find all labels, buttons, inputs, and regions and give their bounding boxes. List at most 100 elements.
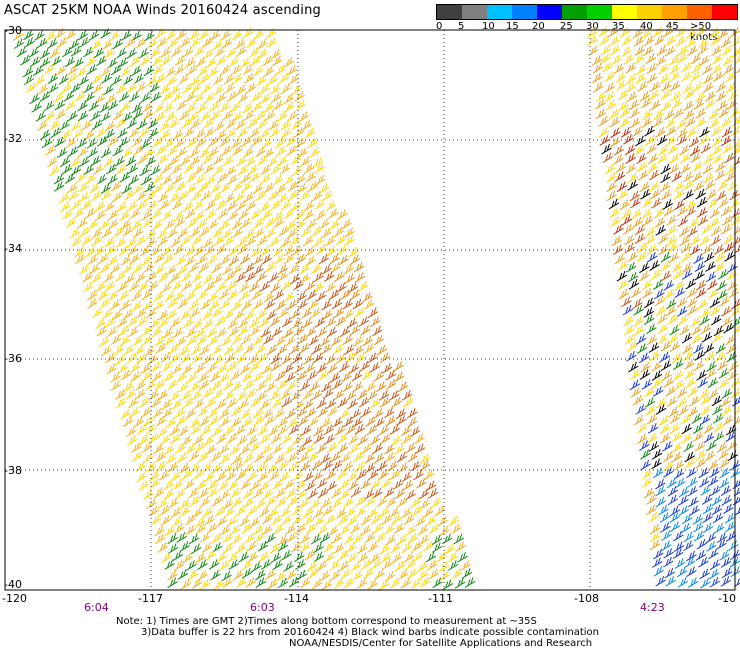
wind-barb — [306, 370, 318, 381]
wind-barb — [658, 244, 669, 256]
wind-barb — [423, 469, 435, 481]
wind-barb — [677, 577, 689, 588]
wind-barb — [219, 525, 231, 536]
wind-barb — [695, 26, 707, 37]
legend-swatch — [437, 5, 462, 19]
wind-barb — [659, 351, 671, 363]
wind-barb — [99, 219, 111, 230]
wind-barb — [163, 488, 175, 500]
wind-barb — [274, 137, 286, 149]
legend-swatch — [687, 5, 712, 19]
wind-barb — [43, 100, 55, 112]
wind-barb — [598, 126, 610, 138]
wind-barb — [409, 426, 421, 438]
wind-barb — [319, 218, 330, 230]
wind-barb — [236, 353, 247, 364]
wind-barb — [635, 73, 646, 85]
wind-barb — [49, 47, 60, 59]
wind-barb — [73, 208, 84, 219]
wind-barb — [176, 29, 187, 40]
wind-barb — [169, 353, 180, 364]
wind-barb — [186, 183, 197, 195]
wind-barb — [126, 237, 137, 248]
wind-barb — [323, 271, 335, 282]
wind-barb — [654, 288, 665, 300]
wind-barb — [349, 523, 361, 534]
wind-barb — [242, 64, 253, 76]
wind-barb — [708, 548, 719, 560]
wind-barb — [316, 244, 327, 255]
wind-barb — [619, 116, 631, 128]
wind-barb — [723, 242, 735, 253]
wind-barb — [223, 379, 234, 391]
wind-barb — [296, 370, 308, 382]
wind-barb — [255, 190, 266, 202]
wind-barb — [135, 380, 146, 391]
wind-barb — [138, 480, 150, 491]
wind-barb — [211, 496, 222, 507]
wind-barb — [423, 540, 434, 552]
wind-barb — [143, 262, 155, 273]
wind-barb — [56, 147, 68, 158]
wind-barb — [216, 172, 228, 184]
wind-barb — [613, 154, 624, 165]
wind-barb — [636, 343, 648, 354]
wind-barb — [223, 308, 235, 320]
wind-barb — [252, 524, 264, 536]
wind-barb — [654, 217, 666, 228]
wind-barb — [230, 417, 242, 428]
wind-barb — [659, 432, 671, 444]
wind-barb — [36, 37, 48, 49]
wind-barb — [201, 425, 212, 436]
wind-barb — [698, 556, 709, 568]
wind-barb — [686, 287, 698, 299]
wind-barb — [243, 192, 254, 203]
wind-barb — [119, 171, 131, 183]
wind-barb — [720, 396, 731, 408]
wind-barb — [123, 344, 134, 356]
wind-barb — [265, 533, 276, 544]
wind-barb — [155, 460, 167, 472]
wind-barb — [271, 326, 283, 338]
wind-barb — [231, 534, 242, 545]
wind-barb — [705, 367, 717, 379]
wind-barb — [256, 271, 267, 282]
wind-barb — [653, 35, 665, 46]
wind-barb — [721, 126, 733, 138]
wind-barb — [724, 334, 736, 346]
wind-barb — [189, 462, 201, 473]
wind-barb — [718, 197, 729, 209]
wind-barb — [140, 138, 151, 150]
wind-barb — [35, 111, 46, 122]
wind-barb — [141, 289, 153, 300]
wind-barb — [208, 291, 219, 303]
wind-barb — [322, 460, 333, 471]
wind-barb — [250, 246, 262, 258]
wind-barb — [281, 316, 293, 328]
wind-barb — [130, 362, 141, 373]
wind-barb — [326, 363, 338, 374]
wind-barb — [116, 47, 127, 59]
wind-barb — [718, 449, 729, 460]
wind-barb — [145, 423, 157, 435]
wind-barb — [83, 129, 95, 141]
wind-barb — [715, 81, 727, 93]
legend-label: 40 — [640, 21, 653, 32]
wind-barb — [410, 578, 422, 589]
wind-barb — [615, 79, 627, 91]
lat-label: -36 — [4, 352, 22, 365]
wind-barb — [23, 29, 34, 41]
wind-barb — [694, 270, 705, 281]
wind-barb — [230, 487, 241, 499]
wind-barb — [418, 569, 429, 581]
wind-barb — [259, 480, 271, 492]
wind-barb — [168, 155, 180, 167]
wind-barb — [641, 117, 653, 128]
wind-barb — [238, 317, 249, 329]
wind-barb — [256, 235, 268, 247]
wind-barb — [269, 83, 281, 95]
wind-barb — [641, 379, 653, 390]
wind-barb — [79, 226, 90, 238]
wind-barb — [235, 505, 247, 517]
wind-barb — [231, 496, 243, 508]
